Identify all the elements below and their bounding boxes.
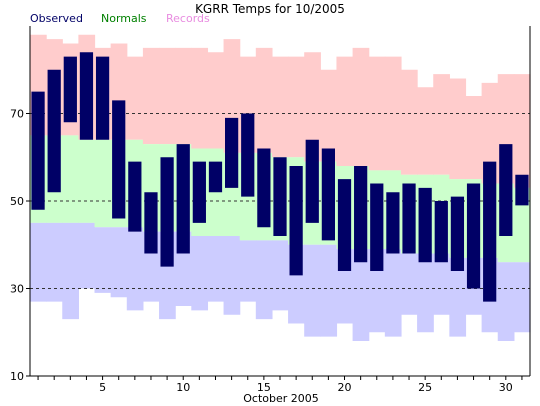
observed-bar: [466, 183, 481, 289]
observed-bar: [515, 174, 529, 206]
observed-bar: [321, 148, 335, 241]
record-low-band: [94, 227, 112, 293]
x-tick-label: 15: [257, 381, 271, 394]
x-tick-label: 30: [499, 381, 513, 394]
record-high-band: [126, 56, 144, 140]
record-low-band: [513, 262, 531, 333]
record-high-band: [191, 47, 209, 149]
record-low-band: [271, 240, 289, 311]
record-low-band: [191, 236, 209, 311]
legend-records: Records: [166, 12, 210, 25]
observed-bar: [434, 201, 448, 263]
record-high-band: [288, 56, 305, 158]
x-tick-label: 20: [338, 381, 352, 394]
record-low-band: [352, 249, 370, 341]
normal-band: [94, 139, 112, 228]
record-low-band: [223, 236, 241, 315]
observed-bar: [241, 113, 255, 197]
record-low-band: [110, 227, 128, 298]
record-low-band: [78, 222, 96, 289]
record-low-band: [417, 253, 434, 333]
x-tick-label: 25: [418, 381, 432, 394]
record-low-band: [400, 253, 418, 315]
observed-bars: [31, 52, 529, 302]
record-high-band: [384, 56, 402, 171]
observed-bar: [289, 166, 303, 276]
y-tick-label: 70: [10, 108, 24, 121]
record-high-band: [304, 52, 321, 162]
record-high-band: [255, 47, 273, 153]
record-high-band: [207, 52, 225, 149]
observed-bar: [112, 100, 126, 219]
record-high-band: [175, 47, 192, 145]
record-low-band: [497, 262, 515, 341]
observed-bar: [144, 192, 158, 254]
observed-bar: [386, 192, 400, 254]
x-tick-label: 10: [176, 381, 190, 394]
tick-labels: 5 10 15 20 25 30 10 30 50 70: [10, 108, 513, 395]
record-low-band: [304, 244, 321, 337]
observed-bar: [192, 161, 206, 223]
record-high-band: [465, 96, 483, 180]
record-low-band: [320, 244, 338, 337]
legend-observed: Observed: [30, 12, 83, 25]
observed-bar: [79, 52, 94, 140]
normal-band: [62, 135, 79, 223]
normal-band: [513, 187, 531, 263]
chart-title: KGRR Temps for 10/2005: [195, 2, 345, 16]
x-axis-label: October 2005: [243, 392, 319, 405]
record-low-band: [30, 222, 47, 302]
record-high-band: [481, 82, 499, 184]
observed-bar: [402, 183, 416, 254]
observed-bar: [176, 144, 190, 254]
normal-band: [78, 139, 96, 223]
observed-bar: [273, 157, 287, 236]
observed-bar: [483, 161, 497, 302]
observed-bar: [47, 69, 61, 193]
record-low-band: [126, 227, 144, 311]
record-low-band: [449, 257, 467, 337]
record-low-band: [255, 240, 273, 320]
record-high-band: [513, 74, 531, 188]
record-high-band: [449, 78, 467, 180]
record-high-band: [159, 47, 176, 145]
observed-bar: [370, 183, 384, 271]
record-high-band: [352, 47, 370, 166]
record-low-band: [207, 236, 225, 302]
observed-bar: [95, 56, 110, 140]
record-low-band: [62, 222, 79, 320]
observed-bar: [499, 144, 513, 236]
legend-normals: Normals: [101, 12, 147, 25]
record-high-band: [400, 69, 418, 175]
observed-bar: [160, 157, 174, 267]
record-low-band: [239, 240, 257, 302]
y-tick-label: 50: [10, 195, 24, 208]
observed-bar: [128, 161, 142, 232]
record-high-band: [142, 47, 160, 145]
observed-bar: [450, 196, 465, 271]
observed-bar: [305, 139, 319, 223]
observed-bar: [337, 179, 352, 271]
y-tick-label: 10: [10, 370, 24, 383]
observed-bar: [31, 91, 45, 210]
observed-bar: [257, 148, 271, 228]
record-high-band: [368, 56, 386, 171]
observed-bar: [225, 117, 239, 188]
record-high-band: [271, 56, 289, 158]
observed-bar: [208, 161, 223, 193]
x-tick-label: 5: [99, 381, 106, 394]
record-high-band: [433, 74, 450, 175]
observed-bar: [418, 187, 432, 263]
y-tick-label: 30: [10, 283, 24, 296]
record-high-band: [336, 56, 354, 166]
record-high-band: [417, 87, 434, 175]
record-low-band: [433, 253, 450, 315]
axes: [26, 26, 531, 380]
record-high-band: [320, 69, 338, 162]
observed-bar: [63, 56, 77, 123]
record-low-band: [384, 249, 402, 337]
observed-bar: [354, 166, 368, 263]
record-low-band: [46, 222, 63, 302]
